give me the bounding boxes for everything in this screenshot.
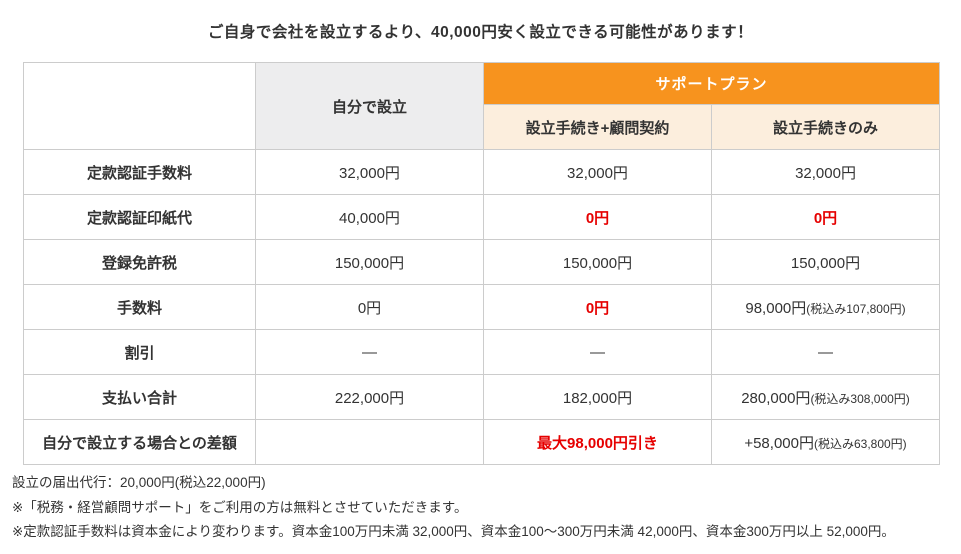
cell-plan1: 150,000円 [483, 239, 712, 285]
cell-plan2: 150,000円 [710, 239, 941, 285]
footnote-line: 設立の届出代行：20,000円(税込22,000円) [12, 475, 266, 490]
column-header-plan2: 設立手続きのみ [710, 104, 941, 150]
footnote-line: ※定款認証手数料は資本金により変わります。資本金100万円未満 32,000円、… [12, 524, 895, 539]
cell-plan2: 98,000円(税込み107,800円) [710, 284, 941, 330]
value-main: 222,000円 [334, 389, 405, 407]
value-main: 32,000円 [339, 164, 400, 182]
table-row: 割引 — — — [23, 329, 941, 375]
row-label: 割引 [23, 329, 256, 375]
value-main: 0円 [585, 209, 610, 227]
cell-plan1: 0円 [483, 284, 712, 330]
table-row: 登録免許税 150,000円 150,000円 150,000円 [23, 239, 941, 285]
cell-self: 32,000円 [255, 149, 484, 195]
column-header-support-plan: サポートプラン [482, 62, 941, 105]
value-sub: (税込み308,000円) [810, 391, 910, 406]
cell-plan2: +58,000円(税込み63,800円) [710, 419, 941, 465]
table-row: 手数料 0円 0円 98,000円(税込み107,800円) [23, 284, 941, 330]
header-row-sub: 設立手続き+顧問契約 設立手続きのみ [24, 104, 941, 150]
cell-plan2: 32,000円 [710, 149, 941, 195]
footnote-line: ※「税務・経営顧問サポート」をご利用の方は無料とさせていただきます。 [12, 499, 468, 515]
value-main: 98,000円 [745, 299, 807, 317]
cell-self: 40,000円 [255, 194, 484, 240]
table-row: 定款認証印紙代 40,000円 0円 0円 [23, 194, 941, 240]
value-main: — [818, 343, 833, 361]
value-main: 0円 [585, 299, 610, 317]
row-label: 手数料 [23, 284, 256, 330]
cell-plan1: 最大98,000円引き [483, 419, 712, 465]
header-row-top: 自分で設立 サポートプラン [23, 62, 941, 150]
value-main: 32,000円 [795, 164, 856, 182]
cell-plan2: 280,000円(税込み308,000円) [710, 374, 941, 420]
row-label: 定款認証印紙代 [23, 194, 256, 240]
cell-self: 0円 [255, 284, 484, 330]
value-main: 150,000円 [790, 254, 861, 272]
cell-self [255, 419, 484, 465]
value-sub: (税込み63,800円) [813, 436, 907, 451]
comparison-table: 自分で設立 サポートプラン 設立手続き+顧問契約 設立手続きのみ 定款認証手数料… [23, 62, 941, 465]
value-sub: (税込み107,800円) [806, 301, 906, 316]
cell-plan1: 32,000円 [483, 149, 712, 195]
cell-plan1: 182,000円 [483, 374, 712, 420]
value-main: 150,000円 [334, 254, 405, 272]
column-header-self: 自分で設立 [255, 62, 484, 150]
page-title: ご自身で会社を設立するより、40,000円安く設立できる可能性があります！ [207, 24, 754, 41]
cell-self: 150,000円 [255, 239, 484, 285]
value-main: — [362, 343, 377, 361]
row-label: 定款認証手数料 [23, 149, 256, 195]
cell-self: 222,000円 [255, 374, 484, 420]
row-label: 自分で設立する場合との差額 [23, 419, 256, 465]
row-label: 支払い合計 [23, 374, 256, 420]
value-main: — [590, 343, 605, 361]
value-main: 0円 [357, 299, 382, 317]
value-main: 最大98,000円引き [537, 434, 658, 452]
value-main: 182,000円 [562, 389, 633, 407]
table-row: 支払い合計 222,000円 182,000円 280,000円(税込み308,… [23, 374, 941, 420]
footnotes: 設立の届出代行：20,000円(税込22,000円) ※「税務・経営顧問サポート… [12, 471, 961, 545]
cell-plan2: — [710, 329, 941, 375]
value-main: 150,000円 [562, 254, 633, 272]
blank-corner-cell [23, 62, 256, 150]
table-row: 定款認証手数料 32,000円 32,000円 32,000円 [23, 149, 941, 195]
column-header-plan1: 設立手続き+顧問契約 [483, 104, 712, 150]
value-main: +58,000円 [744, 434, 814, 452]
value-main: 280,000円 [741, 389, 811, 407]
value-main: 40,000円 [339, 209, 400, 227]
cell-plan2: 0円 [710, 194, 941, 240]
value-main: 32,000円 [567, 164, 628, 182]
value-main: 0円 [813, 209, 838, 227]
row-label: 登録免許税 [23, 239, 256, 285]
cell-plan1: 0円 [483, 194, 712, 240]
cell-self: — [255, 329, 484, 375]
cell-plan1: — [483, 329, 712, 375]
table-row: 自分で設立する場合との差額 最大98,000円引き +58,000円(税込み63… [23, 419, 941, 465]
